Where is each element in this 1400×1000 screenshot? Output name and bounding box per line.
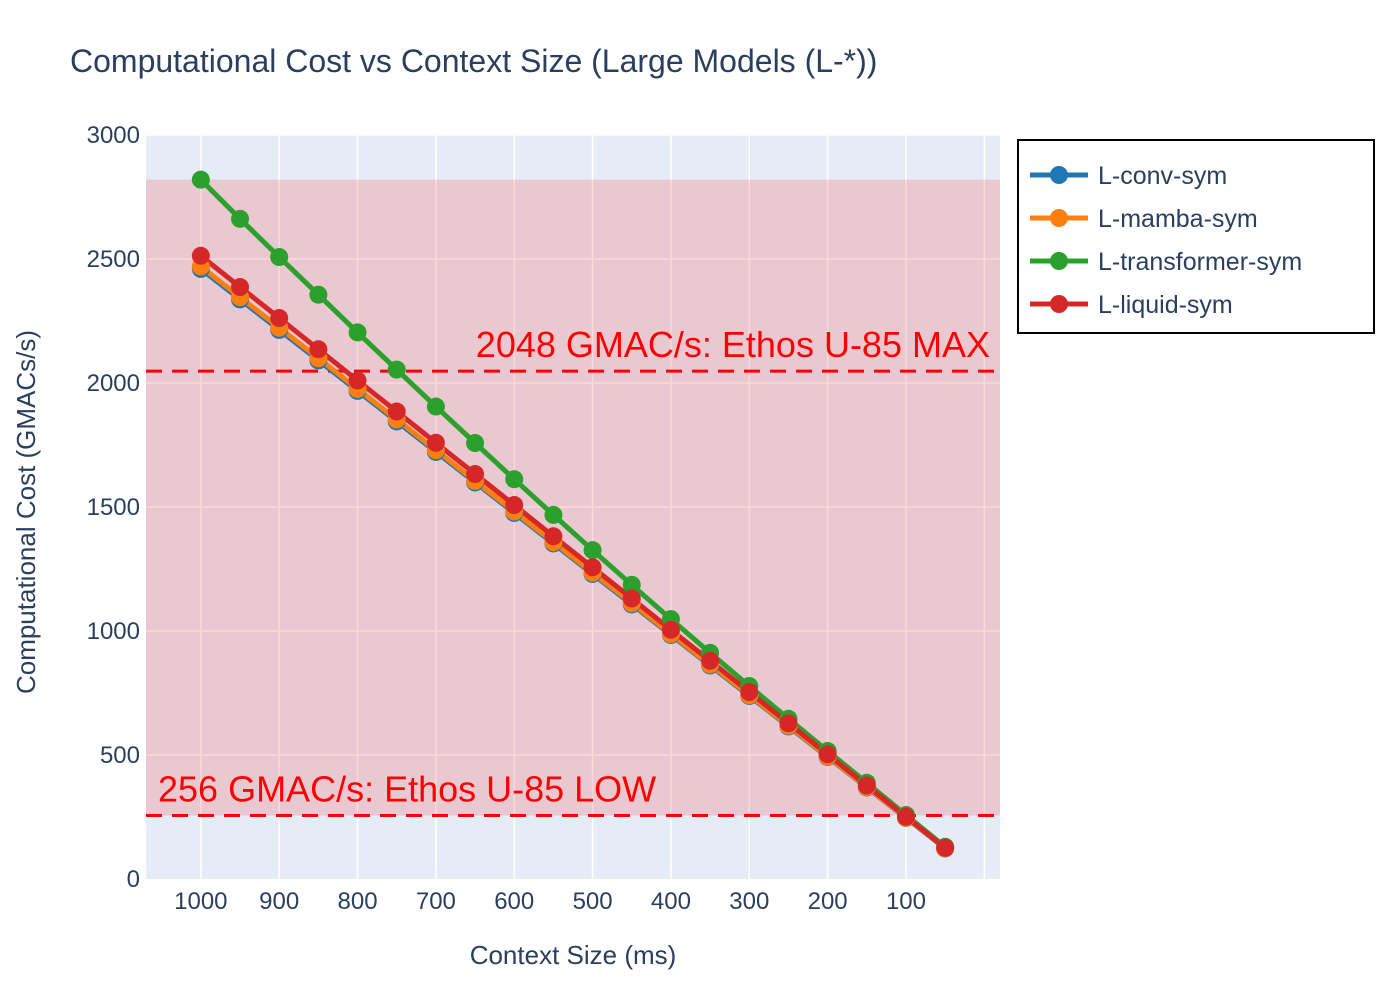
legend[interactable]: L-conv-sym L-mamba-sym L-transformer-sym L-…: [1017, 139, 1375, 334]
x-tick-label: 200: [808, 888, 848, 915]
data-point-L-liquid-sym[interactable]: [466, 465, 485, 484]
plot-area: 2048 GMAC/s: Ethos U-85 MAX 256 GMAC/s: E…: [87, 122, 1000, 915]
x-tick-label: 800: [338, 888, 378, 915]
data-point-L-liquid-sym[interactable]: [701, 651, 720, 670]
x-tick-label: 100: [886, 888, 926, 915]
y-tick-label: 2500: [87, 246, 140, 273]
y-axis-title: Computational Cost (GMACs/s): [11, 330, 41, 694]
data-point-L-transformer-sym[interactable]: [387, 360, 406, 379]
x-tick-label: 500: [573, 888, 613, 915]
data-point-L-transformer-sym[interactable]: [544, 505, 563, 524]
legend-swatch-marker: [1050, 166, 1068, 184]
data-point-L-liquid-sym[interactable]: [740, 683, 759, 702]
data-point-L-liquid-sym[interactable]: [622, 589, 641, 608]
legend-swatch-marker: [1050, 295, 1068, 313]
x-tick-label: 900: [259, 888, 299, 915]
data-point-L-transformer-sym[interactable]: [426, 397, 445, 416]
legend-item-label[interactable]: L-mamba-sym: [1098, 205, 1258, 233]
data-point-L-liquid-sym[interactable]: [426, 433, 445, 452]
data-point-L-liquid-sym[interactable]: [818, 745, 837, 764]
data-point-L-liquid-sym[interactable]: [270, 309, 289, 328]
data-point-L-liquid-sym[interactable]: [583, 558, 602, 577]
y-tick-label: 0: [127, 866, 140, 893]
data-point-L-transformer-sym[interactable]: [270, 248, 289, 267]
data-point-L-liquid-sym[interactable]: [231, 278, 250, 297]
x-tick-label: 600: [494, 888, 534, 915]
data-point-L-transformer-sym[interactable]: [583, 541, 602, 560]
x-tick-label: 1000: [174, 888, 227, 915]
data-point-L-liquid-sym[interactable]: [348, 371, 367, 390]
data-point-L-liquid-sym[interactable]: [544, 527, 563, 546]
shaded-band: [146, 179, 1000, 816]
data-point-L-transformer-sym[interactable]: [466, 434, 485, 453]
legend-swatch-marker: [1050, 252, 1068, 270]
data-point-L-transformer-sym[interactable]: [191, 170, 210, 189]
data-point-L-liquid-sym[interactable]: [936, 838, 955, 857]
data-point-L-transformer-sym[interactable]: [309, 285, 328, 304]
x-tick-label: 300: [729, 888, 769, 915]
data-point-L-liquid-sym[interactable]: [779, 714, 798, 733]
y-tick-label: 2000: [87, 370, 140, 397]
data-point-L-liquid-sym[interactable]: [505, 496, 524, 515]
data-point-L-liquid-sym[interactable]: [309, 340, 328, 359]
data-point-L-transformer-sym[interactable]: [231, 209, 250, 228]
x-tick-label: 400: [651, 888, 691, 915]
data-point-L-liquid-sym[interactable]: [857, 776, 876, 795]
data-point-L-transformer-sym[interactable]: [505, 470, 524, 489]
chart-title: Computational Cost vs Context Size (Larg…: [70, 43, 877, 79]
reference-line-label: 256 GMAC/s: Ethos U-85 LOW: [158, 769, 656, 810]
y-tick-label: 3000: [87, 122, 140, 149]
reference-line-label: 2048 GMAC/s: Ethos U-85 MAX: [476, 324, 990, 365]
data-point-L-liquid-sym[interactable]: [661, 620, 680, 639]
legend-swatch-marker: [1050, 209, 1068, 227]
y-tick-label: 1000: [87, 618, 140, 645]
y-tick-label: 1500: [87, 494, 140, 521]
y-tick-label: 500: [100, 742, 140, 769]
legend-item-label[interactable]: L-transformer-sym: [1098, 248, 1302, 276]
legend-box: [1017, 139, 1375, 334]
x-axis-title: Context Size (ms): [470, 940, 677, 970]
legend-item-label[interactable]: L-liquid-sym: [1098, 291, 1233, 319]
data-point-L-liquid-sym[interactable]: [387, 402, 406, 421]
data-point-L-transformer-sym[interactable]: [622, 575, 641, 594]
data-point-L-transformer-sym[interactable]: [348, 323, 367, 342]
legend-item-label[interactable]: L-conv-sym: [1098, 162, 1227, 190]
data-point-L-liquid-sym[interactable]: [896, 807, 915, 826]
data-point-L-liquid-sym[interactable]: [191, 246, 210, 265]
x-tick-label: 700: [416, 888, 456, 915]
